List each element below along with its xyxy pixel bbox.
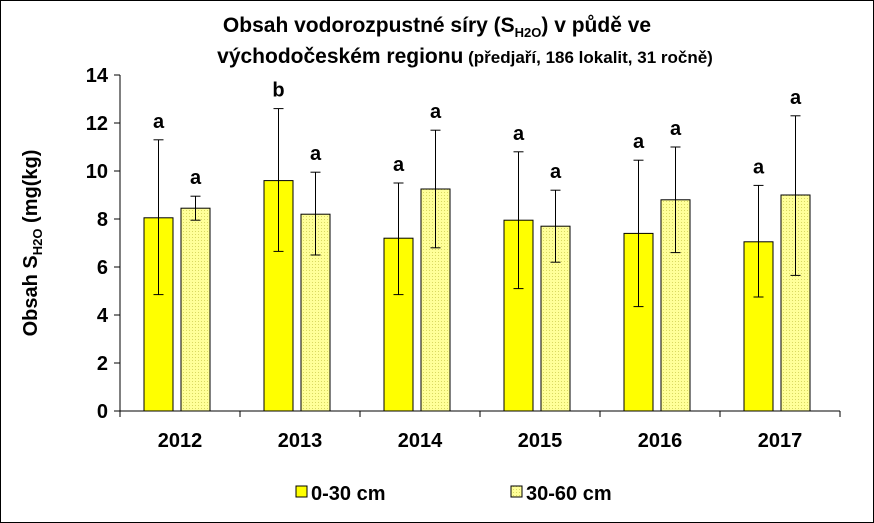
y-tick-label: 10 [86,161,108,183]
x-tick-label: 2012 [158,430,203,452]
x-tick-label: 2017 [758,430,803,452]
significance-label: a [550,161,562,183]
plot-area: 0 2 4 6 8 10 12 14 2012 2013 2014 2015 2016 2017 a b a a a… [86,65,841,452]
title-line1-sub: H2O [515,25,542,40]
x-tick-label: 2013 [278,430,323,452]
x-tick-label: 2014 [398,430,443,452]
x-tick-label: 2016 [638,430,683,452]
y-tick-label: 8 [97,209,108,231]
title-line2-main: východočeském regionu [217,45,463,68]
bar [180,207,211,412]
significance-label: a [753,156,765,178]
title-line1-main: Obsah vodorozpustné síry (S [223,14,515,37]
legend-swatch-0-30 [295,485,308,498]
y-tick-label: 6 [97,257,108,279]
significance-label: a [670,118,682,140]
significance-label: b [272,80,284,102]
y-tick-label: 2 [97,353,108,375]
chart-title-line1: Obsah vodorozpustné síry (SH2O) v půdě v… [223,14,651,40]
legend-swatch-30-60 [510,485,523,498]
significance-label: a [790,87,802,109]
significance-label: a [190,167,202,189]
y-tick-label: 0 [97,401,108,423]
legend: 0-30 cm 30-60 cm [295,483,612,505]
bar [503,219,534,412]
significance-label: a [310,143,322,165]
ylabel-main: Obsah S [20,255,42,336]
significance-label: a [153,111,165,133]
y-tick-label: 14 [86,65,109,87]
title-line2-note: (předjaří, 186 lokalit, 31 ročně) [468,48,713,67]
y-axis-label: Obsah SH2O (mg(kg) [20,150,45,337]
significance-label: a [430,101,442,123]
significance-label: a [513,123,525,145]
bar [383,237,414,412]
legend-label-30-60: 30-60 cm [526,483,612,505]
x-tick-label: 2015 [518,430,563,452]
legend-label-0-30: 0-30 cm [311,483,386,505]
y-tick-label: 12 [86,113,108,135]
significance-label: a [393,154,405,176]
ylabel-sub: H2O [30,229,45,256]
title-line1-end: ) v půdě ve [541,14,651,37]
chart-title-line2: východočeském regionu (předjaří, 186 lok… [217,45,713,68]
significance-label: a [633,131,645,153]
ylabel-end: (mg(kg) [20,150,42,229]
y-tick-label: 4 [97,305,109,327]
